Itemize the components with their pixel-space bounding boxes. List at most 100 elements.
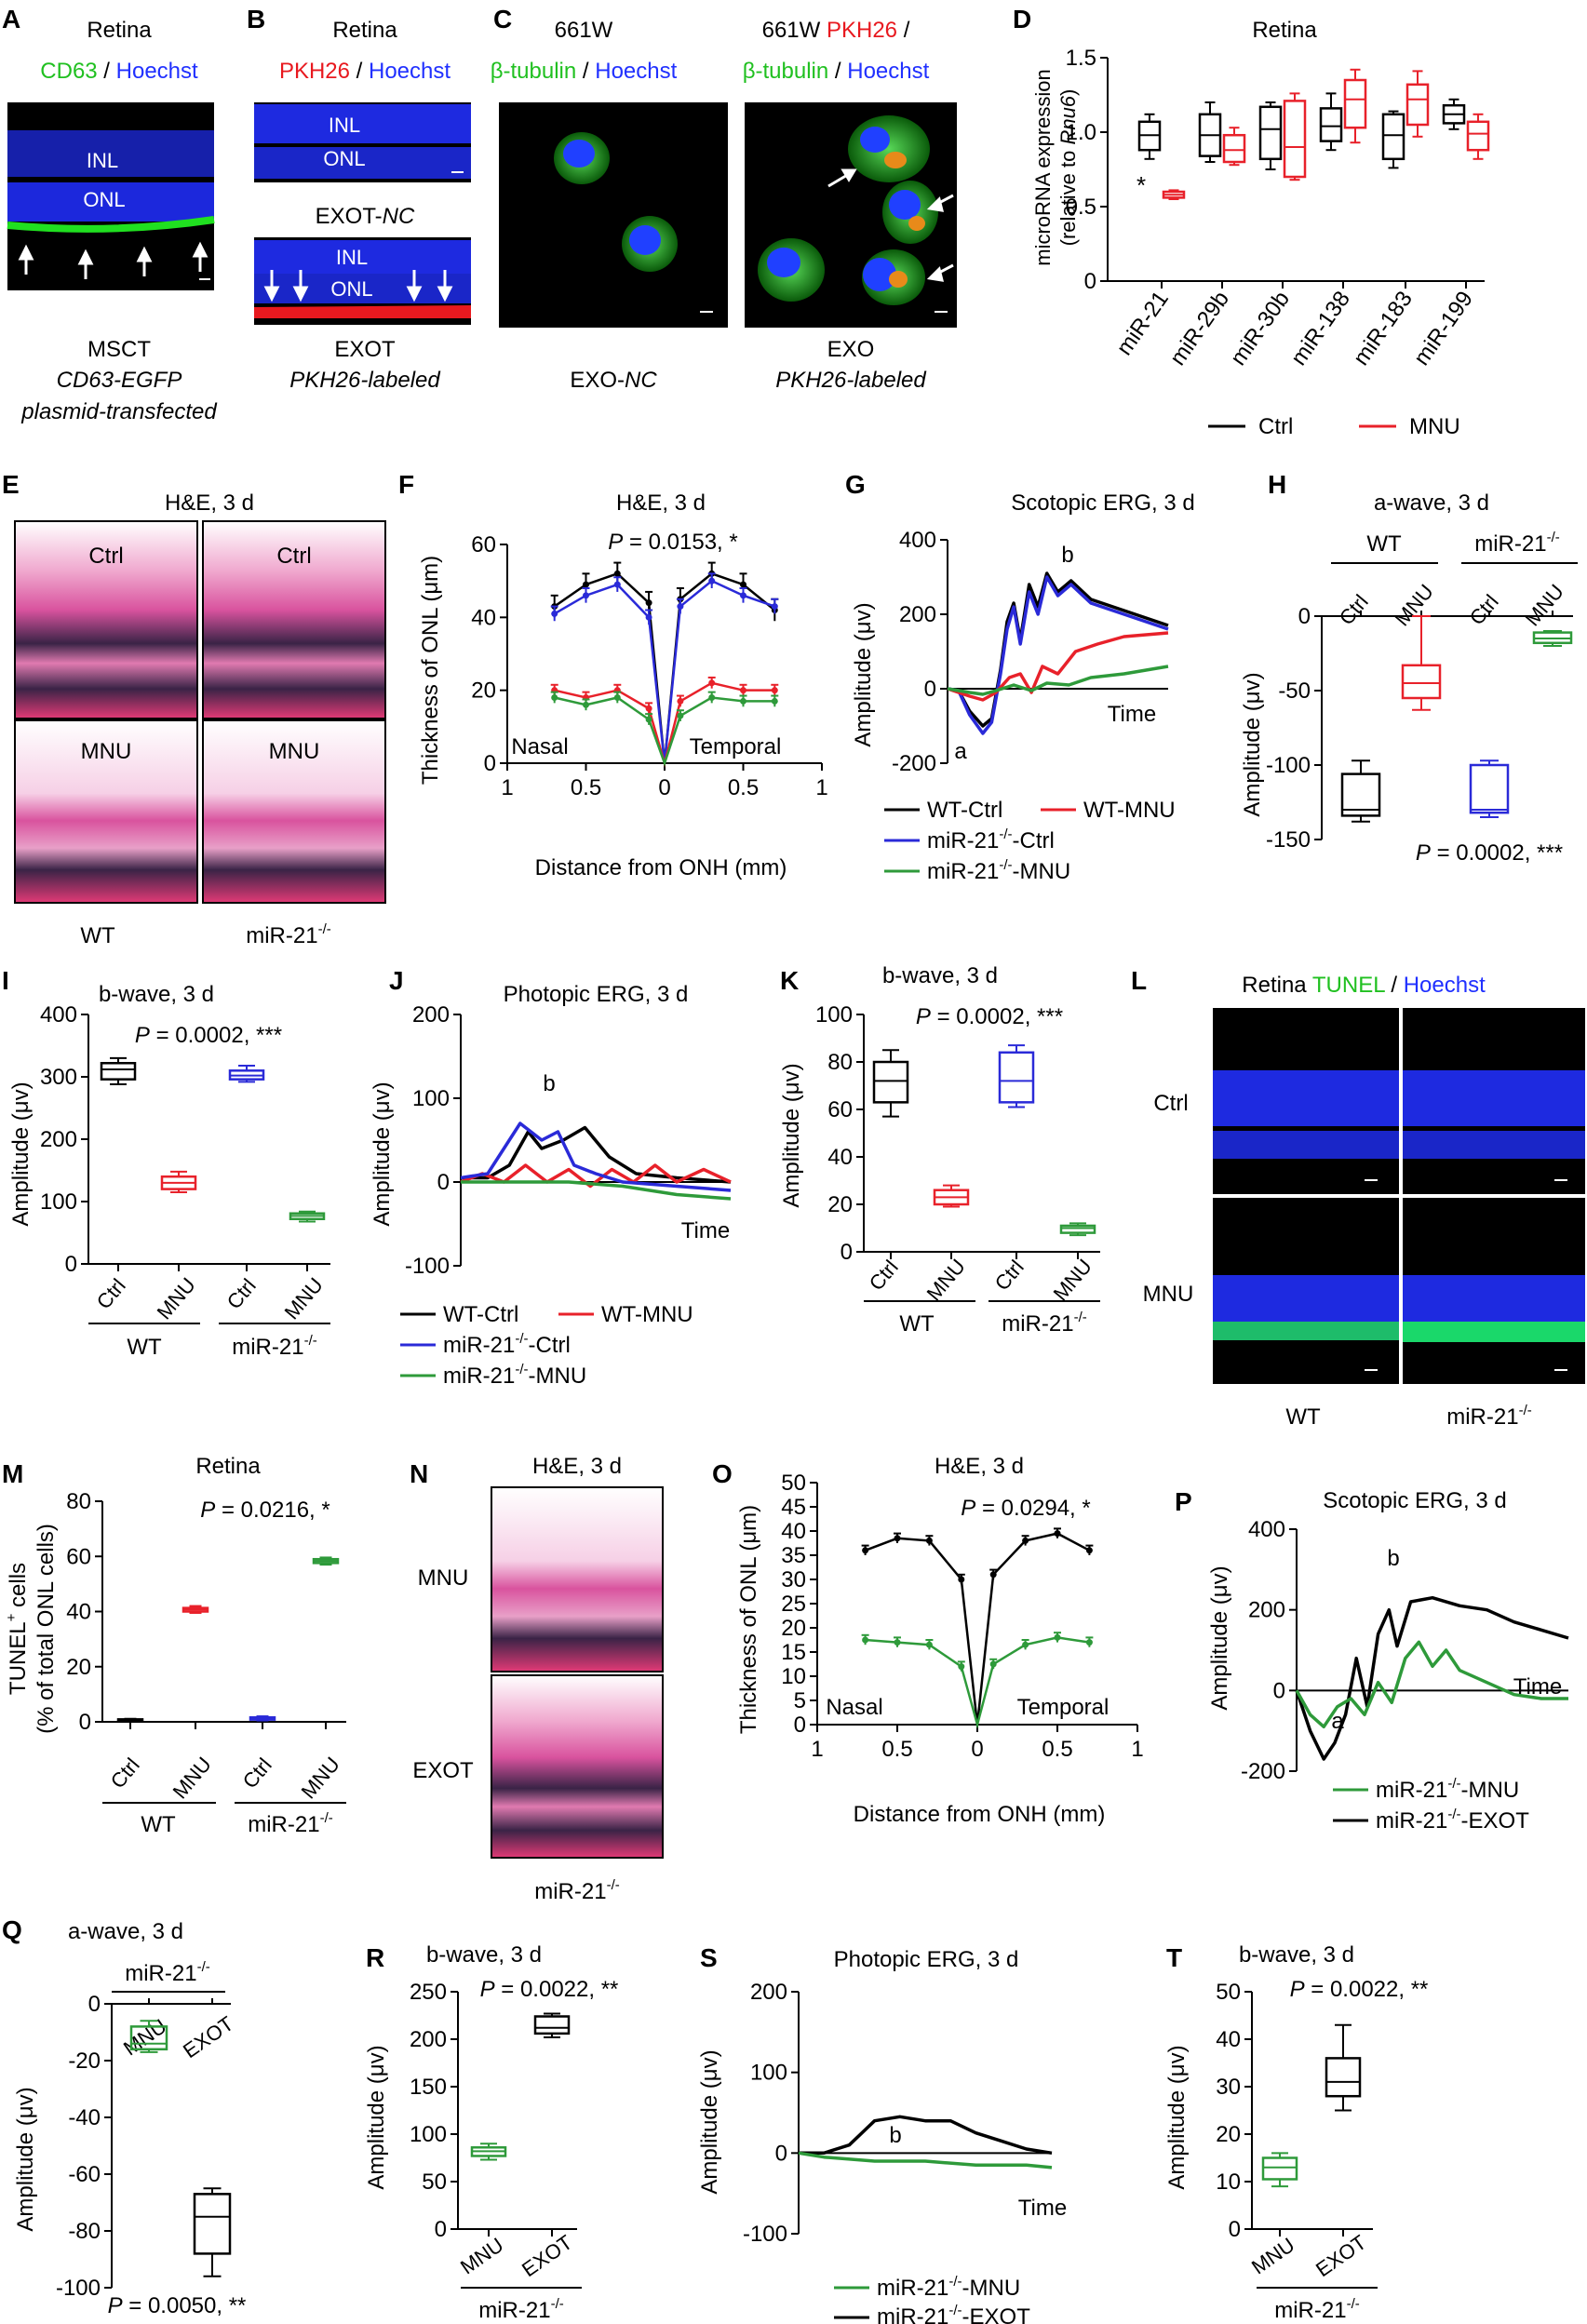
- y-tick-label: -200: [892, 751, 936, 776]
- y-tick-label: 80: [827, 1050, 853, 1075]
- nucleus: [563, 140, 595, 168]
- inl-label: INL: [336, 246, 368, 269]
- y-tick-label: -100: [405, 1254, 450, 1279]
- box-1-box: [1325, 2057, 1362, 2098]
- y-tick-label: 40: [781, 1519, 806, 1544]
- y-tick-label: 35: [781, 1543, 806, 1568]
- y-tick-label: -200: [1241, 1759, 1285, 1784]
- y-tick-label: 20: [781, 1616, 806, 1641]
- inl-layer: [254, 240, 471, 274]
- panel-letter: K: [780, 966, 799, 995]
- x-tick-label: 1: [815, 775, 827, 800]
- cell: [848, 115, 930, 182]
- time-label: Time: [681, 1218, 730, 1243]
- chart-title: Retina: [1252, 18, 1317, 43]
- chart-d: 00.51.01.5miR-21miR-29bmiR-30bmiR-138miR…: [1066, 46, 1490, 370]
- trace-mir-21-mnu: [1295, 1640, 1568, 1729]
- panel-f: F H&E, 3 d P = 0.0153, * Thickness of ON…: [398, 470, 828, 880]
- y-tick-label: -80: [68, 2219, 101, 2244]
- category-label: Ctrl: [1465, 590, 1503, 629]
- y-axis-label: Amplitude (μv): [851, 602, 876, 746]
- box-2-box: [998, 1051, 1035, 1104]
- legend-label: miR-21-/--Ctrl: [443, 1331, 571, 1358]
- arrows: [263, 270, 453, 302]
- data-point: [740, 592, 746, 599]
- panel-p: P Scotopic ERG, 3 d Amplitude (μv) -200 0…: [1175, 1487, 1569, 1834]
- y-tick-label: 100: [815, 1002, 853, 1028]
- he-image-ko-ctrl: [202, 520, 386, 719]
- hoechst-layer: [1213, 1131, 1399, 1159]
- y-tick-label: 100: [750, 2061, 787, 2086]
- panel-a-stain: CD63 / Hoechst: [40, 59, 198, 84]
- pkh26-signal: [254, 305, 471, 318]
- hoechst-layer: [1403, 1131, 1585, 1159]
- y-tick-label: 60: [66, 1544, 91, 1569]
- y-tick-label: 200: [899, 602, 936, 627]
- legend-j: WT-Ctrl WT-MNU miR-21-/--Ctrl miR-21-/--…: [400, 1302, 693, 1389]
- y-tick-label: 45: [781, 1495, 806, 1520]
- panel-i: I b-wave, 3 d P = 0.0002, *** Amplitude …: [2, 966, 330, 1360]
- y-tick-label: 20: [66, 1655, 91, 1680]
- group-label: miR-21-/-: [478, 2296, 564, 2323]
- y-tick-label: -60: [68, 2162, 101, 2187]
- data-point: [645, 599, 652, 607]
- y-tick-label: -40: [68, 2105, 101, 2130]
- column-label: miR-21-/-: [534, 1877, 620, 1904]
- caption-right: PKH26-labeled: [775, 368, 926, 393]
- x-tick-label: 1: [501, 775, 513, 800]
- x-tick-label: miR-138: [1286, 287, 1355, 370]
- chart-title: a-wave, 3 d: [1374, 490, 1489, 516]
- data-point: [740, 687, 746, 694]
- data-point: [1054, 1530, 1061, 1538]
- panel-l: L Retina TUNEL / Hoechst Ctrl MNU WT miR…: [1131, 966, 1585, 1430]
- y-tick-label: 300: [40, 1065, 77, 1090]
- box-1-box: [1401, 664, 1442, 700]
- y-axis-label: Amplitude (μv): [779, 1063, 804, 1207]
- group-label: miR-21-/-: [1474, 530, 1560, 557]
- micrograph-c-left: [499, 102, 728, 328]
- inl-layer: [254, 104, 471, 143]
- category-label: Ctrl: [106, 1753, 144, 1793]
- legend-label: WT-Ctrl: [443, 1302, 518, 1327]
- group-label: WT: [1366, 531, 1402, 557]
- box-0-box: [100, 1062, 137, 1081]
- category-label: MNU: [456, 2233, 507, 2278]
- category-label: MNU: [1049, 1255, 1096, 1305]
- x-tick-label: miR-30b: [1226, 287, 1295, 370]
- category-label: MNU: [1521, 580, 1568, 630]
- data-point: [645, 716, 652, 723]
- legend-label: WT-Ctrl: [927, 798, 1002, 823]
- time-label: Time: [1018, 2196, 1067, 2221]
- onl-layer: [254, 147, 471, 179]
- legend-label: miR-21-/--Ctrl: [927, 826, 1055, 853]
- chart-f: 0 20 40 60 1 0.5 0 0.5 1: [471, 532, 827, 800]
- box-ctrl-box: [1319, 107, 1343, 142]
- category-label: MNU: [280, 1273, 328, 1323]
- y-tick-label: 200: [410, 2027, 447, 2052]
- legend-label: miR-21-/--MNU: [1376, 1776, 1519, 1803]
- category-label: EXOT: [1311, 2230, 1370, 2281]
- cd63-signal: [7, 216, 215, 233]
- chart-t: 0 10 20 30 40 50: [1216, 1980, 1373, 2242]
- data-point: [613, 570, 621, 577]
- pkh26-signal: [884, 152, 907, 168]
- box-0-box: [872, 1060, 909, 1104]
- y-tick-label: 30: [781, 1567, 806, 1592]
- legend-label: miR-21-/--EXOT: [1376, 1807, 1529, 1834]
- data-point: [771, 603, 778, 611]
- caption-line: EXOT: [334, 337, 396, 362]
- panel-letter: O: [712, 1459, 733, 1488]
- y-tick-label: 0: [794, 1713, 806, 1738]
- row-label: MNU: [418, 1565, 469, 1591]
- column-label: WT: [1285, 1404, 1321, 1430]
- legend-g: WT-Ctrl WT-MNU miR-21-/--Ctrl miR-21-/--…: [884, 798, 1176, 884]
- row-label: EXOT: [412, 1758, 474, 1783]
- pkh26-signal: [908, 216, 925, 231]
- legend-p: miR-21-/--MNU miR-21-/--EXOT: [1333, 1776, 1529, 1834]
- panel-letter: L: [1131, 966, 1147, 995]
- y-tick-label: 0: [1273, 1678, 1285, 1703]
- chart-k: 0 20 40 60 80 100: [815, 1002, 1100, 1265]
- panel-q: Q a-wave, 3 d miR-21-/- MNU EXOT Amplitu…: [2, 1915, 246, 2318]
- y-axis-label: (% of total ONL cells): [34, 1524, 59, 1734]
- y-tick-label: 25: [781, 1592, 806, 1617]
